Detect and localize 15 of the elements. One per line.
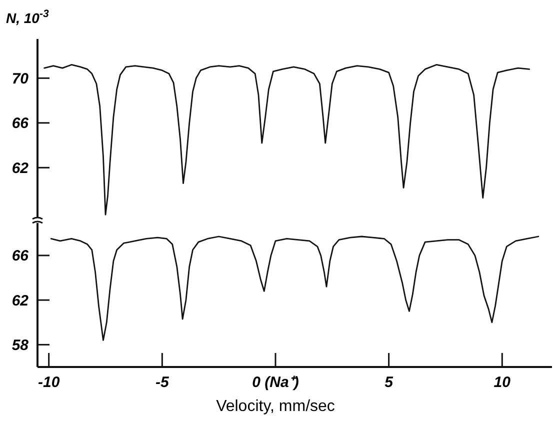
y-tick-label: 58 [12,336,30,354]
x-axis-title: Velocity, mm/sec [216,398,335,415]
y-tick-label: 62 [12,292,30,310]
y-tick-label: 66 [12,248,30,265]
y-tick-label: 66 [12,115,30,132]
x-tick-label: 10 [494,374,512,391]
y-tick-label: 62 [12,160,30,177]
x-tick-label: -10 [38,374,60,391]
x-tick-label: -5 [155,374,170,391]
x-tick-label: 5 [384,374,394,391]
x-tick-label: 0 (Na⁺) [252,374,299,391]
line-series [44,64,530,216]
line-series [50,236,540,341]
y-tick-label: 70 [12,70,30,88]
y-axis-title: N, 10$^{-3}$ [6,8,49,26]
